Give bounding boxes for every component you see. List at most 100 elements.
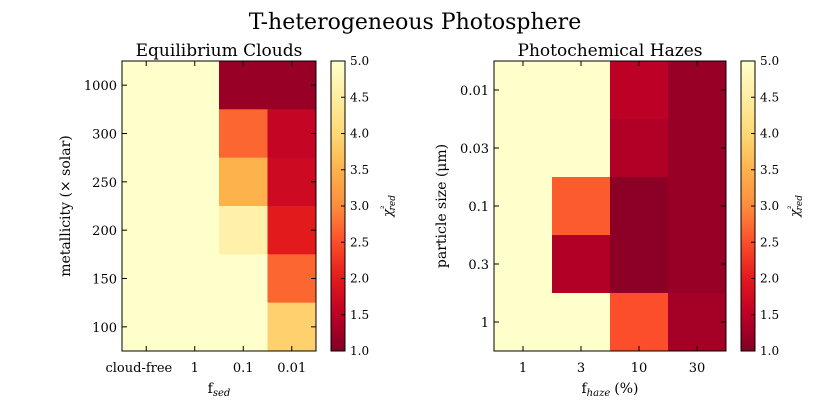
equilibrium-clouds-panel: Equilibrium Clouds cloud-free 1 0.1 0.01 10…	[58, 41, 398, 399]
x-tick-label: 3	[577, 361, 585, 376]
heatmap-cell	[219, 206, 268, 255]
heatmap-cell	[610, 119, 669, 178]
x-axis-label-main: f	[208, 381, 215, 397]
heatmap-cell	[552, 235, 611, 294]
colorbar-tick-label: 2.0	[350, 272, 369, 286]
heatmap-cell	[122, 254, 171, 304]
colorbar-tick-label: 2.5	[350, 235, 369, 249]
colorbar-tick-label: 5.0	[760, 54, 779, 68]
heatmap-cell	[552, 61, 611, 120]
heatmap-cell	[219, 109, 268, 159]
heatmap-cell	[122, 157, 171, 207]
y-axis-label: particle size (μm)	[434, 144, 450, 268]
plot-frame	[121, 60, 317, 352]
colorbar-tick-label: 2.0	[760, 272, 779, 286]
colorbar-tick-label: 4.0	[350, 127, 369, 141]
y-tick-label: 0.03	[460, 142, 489, 157]
heatmap-cell	[219, 157, 268, 207]
heatmap-cell	[219, 61, 268, 110]
x-tick-label: 10	[631, 361, 648, 376]
colorbar-tick-label: 5.0	[350, 54, 369, 68]
y-tick-label: 200	[92, 224, 117, 239]
heatmap-cell	[267, 206, 317, 255]
panel-title: Equilibrium Clouds	[136, 41, 303, 61]
heatmap-cell	[610, 61, 669, 120]
colorbar-tick-label: 1.5	[350, 308, 369, 322]
colorbar-tick-label: 1.0	[760, 344, 779, 358]
heatmap-cell	[494, 235, 553, 294]
heatmap-cell	[668, 293, 727, 352]
colorbar-tick-label: 3.5	[760, 163, 779, 177]
heatmap-cell	[668, 61, 727, 120]
heatmap-cell	[668, 235, 727, 294]
panel-title: Photochemical Hazes	[518, 41, 703, 61]
y-tick-label: 300	[92, 128, 117, 143]
y-tick-label: 0.01	[460, 84, 489, 99]
y-tick-label: 150	[92, 273, 117, 288]
colorbar-tick-label: 4.0	[760, 127, 779, 141]
x-axis-label-suffix: (%)	[614, 381, 638, 397]
y-tick-label: 100	[92, 321, 117, 336]
y-ticks: 1000 300 250 200 150 100	[84, 79, 316, 336]
heatmap-cell	[668, 119, 727, 178]
heatmap-cell	[170, 109, 220, 159]
heatmap-cell	[494, 177, 553, 236]
heatmap-cell	[267, 302, 317, 352]
heatmap-cell	[219, 254, 268, 304]
colorbar-tick-label: 3.0	[350, 199, 369, 213]
x-axis-label: fsed	[208, 381, 231, 399]
x-tick-label: 30	[689, 361, 706, 376]
figure-title: T-heterogeneous Photosphere	[249, 10, 581, 35]
colorbar: 1.0 1.5 2.0 2.5 3.0 3.5 4.0 4.5 5.0 χ²red	[740, 54, 805, 358]
heatmap-cell	[494, 61, 553, 120]
x-axis-label: fhaze (%)	[581, 381, 638, 399]
y-tick-label: 1	[481, 316, 489, 331]
heatmap-cell	[494, 293, 553, 352]
colorbar-label: χ²red	[380, 195, 398, 218]
y-tick-label: 1000	[84, 79, 117, 94]
heatmap-cell	[122, 206, 171, 255]
colorbar-tick-label: 1.0	[350, 344, 369, 358]
x-tick-label: 0.1	[233, 361, 254, 376]
heatmap-cell	[122, 302, 171, 352]
x-tick-label: 1	[519, 361, 527, 376]
heatmap-cell	[170, 157, 220, 207]
colorbar-tick-label: 4.5	[350, 90, 369, 104]
heatmap-cell	[219, 302, 268, 352]
heatmap-cells	[494, 61, 727, 352]
x-ticks: cloud-free 1 0.1 0.01	[105, 61, 306, 376]
heatmap-cell	[170, 206, 220, 255]
colorbar: 1.0 1.5 2.0 2.5 3.0 3.5 4.0 4.5 5.0 χ²red	[330, 54, 398, 358]
heatmap-cells	[122, 61, 317, 352]
colorbar-tick-label: 1.5	[760, 308, 779, 322]
x-axis-label-main: f	[581, 381, 588, 397]
colorbar-tick-label: 3.0	[760, 199, 779, 213]
y-tick-label: 250	[92, 176, 117, 191]
heatmap-cell	[267, 157, 317, 207]
heatmap-cell	[267, 109, 317, 159]
x-tick-label: 0.01	[277, 361, 306, 376]
heatmap-cell	[610, 177, 669, 236]
x-axis-label-sub: sed	[213, 388, 230, 399]
heatmap-cell	[122, 109, 171, 159]
colorbar-tick-label: 3.5	[350, 163, 369, 177]
y-ticks: 0.01 0.03 0.1 0.3 1	[460, 84, 726, 331]
heatmap-cell	[668, 177, 727, 236]
colorbar-tick-label: 2.5	[760, 235, 779, 249]
heatmap-cell	[610, 235, 669, 294]
heatmap-cell	[552, 293, 611, 352]
y-axis-label: metallicity (× solar)	[58, 135, 74, 277]
x-axis-label-sub: haze	[587, 388, 611, 399]
heatmap-cell	[170, 61, 220, 110]
colorbar-tick-label: 4.5	[760, 90, 779, 104]
heatmap-cell	[610, 293, 669, 352]
heatmap-cell	[267, 61, 317, 110]
x-tick-label: cloud-free	[105, 361, 172, 376]
heatmap-cell	[552, 177, 611, 236]
colorbar-label: χ²red	[787, 195, 805, 218]
heatmap-cell	[122, 61, 171, 110]
x-ticks: 1 3 10 30	[519, 61, 705, 376]
y-tick-label: 0.1	[468, 200, 489, 215]
y-tick-label: 0.3	[468, 258, 489, 273]
